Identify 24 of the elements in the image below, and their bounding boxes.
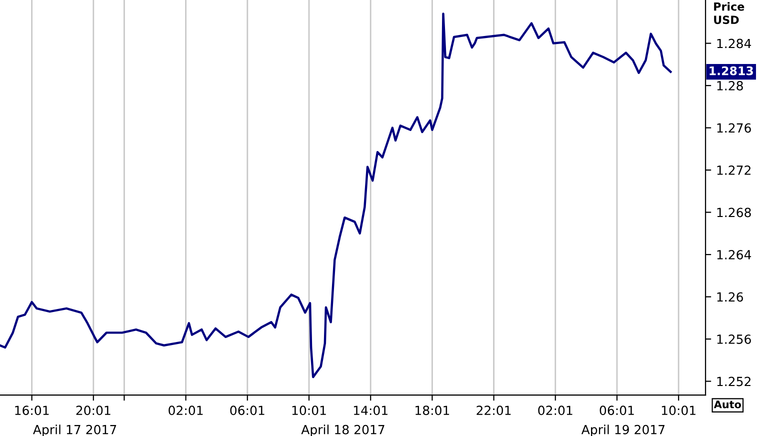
y-tick-label: 1.264 [717, 250, 752, 260]
y-tick-label: 1.256 [717, 334, 751, 344]
x-tick-label: 06:01 [600, 406, 634, 416]
x-tick-label: 16:01 [15, 406, 49, 416]
text: Auto [714, 400, 742, 408]
y-tick-label: 1.284 [717, 38, 752, 48]
text: 1.2813 [710, 66, 753, 76]
y-tick-label: 1.28 [717, 81, 743, 90]
x-tick-label: 02:01 [538, 406, 572, 416]
y-tick-label: 1.276 [717, 123, 751, 133]
y-tick-label: 1.252 [717, 376, 750, 386]
y-tick-label: 1.268 [717, 208, 751, 218]
x-tick-label: 10:01 [662, 406, 696, 416]
x-tick-label: 18:01 [416, 406, 450, 416]
y-tick-label: 1.272 [717, 166, 750, 175]
x-tick-label: 22:01 [476, 406, 511, 416]
x-tick-label: 06:01 [230, 406, 264, 416]
x-tick-label: 10:01 [292, 406, 326, 416]
line-series [0, 12, 672, 378]
y-tick-label: 1.26 [717, 292, 743, 302]
x-tick-label: 20:01 [76, 406, 110, 416]
y-axis-title: Price USD [714, 2, 744, 24]
x-tick-label: 02:01 [168, 406, 203, 416]
x-tick-label: 14:01 [354, 406, 388, 416]
